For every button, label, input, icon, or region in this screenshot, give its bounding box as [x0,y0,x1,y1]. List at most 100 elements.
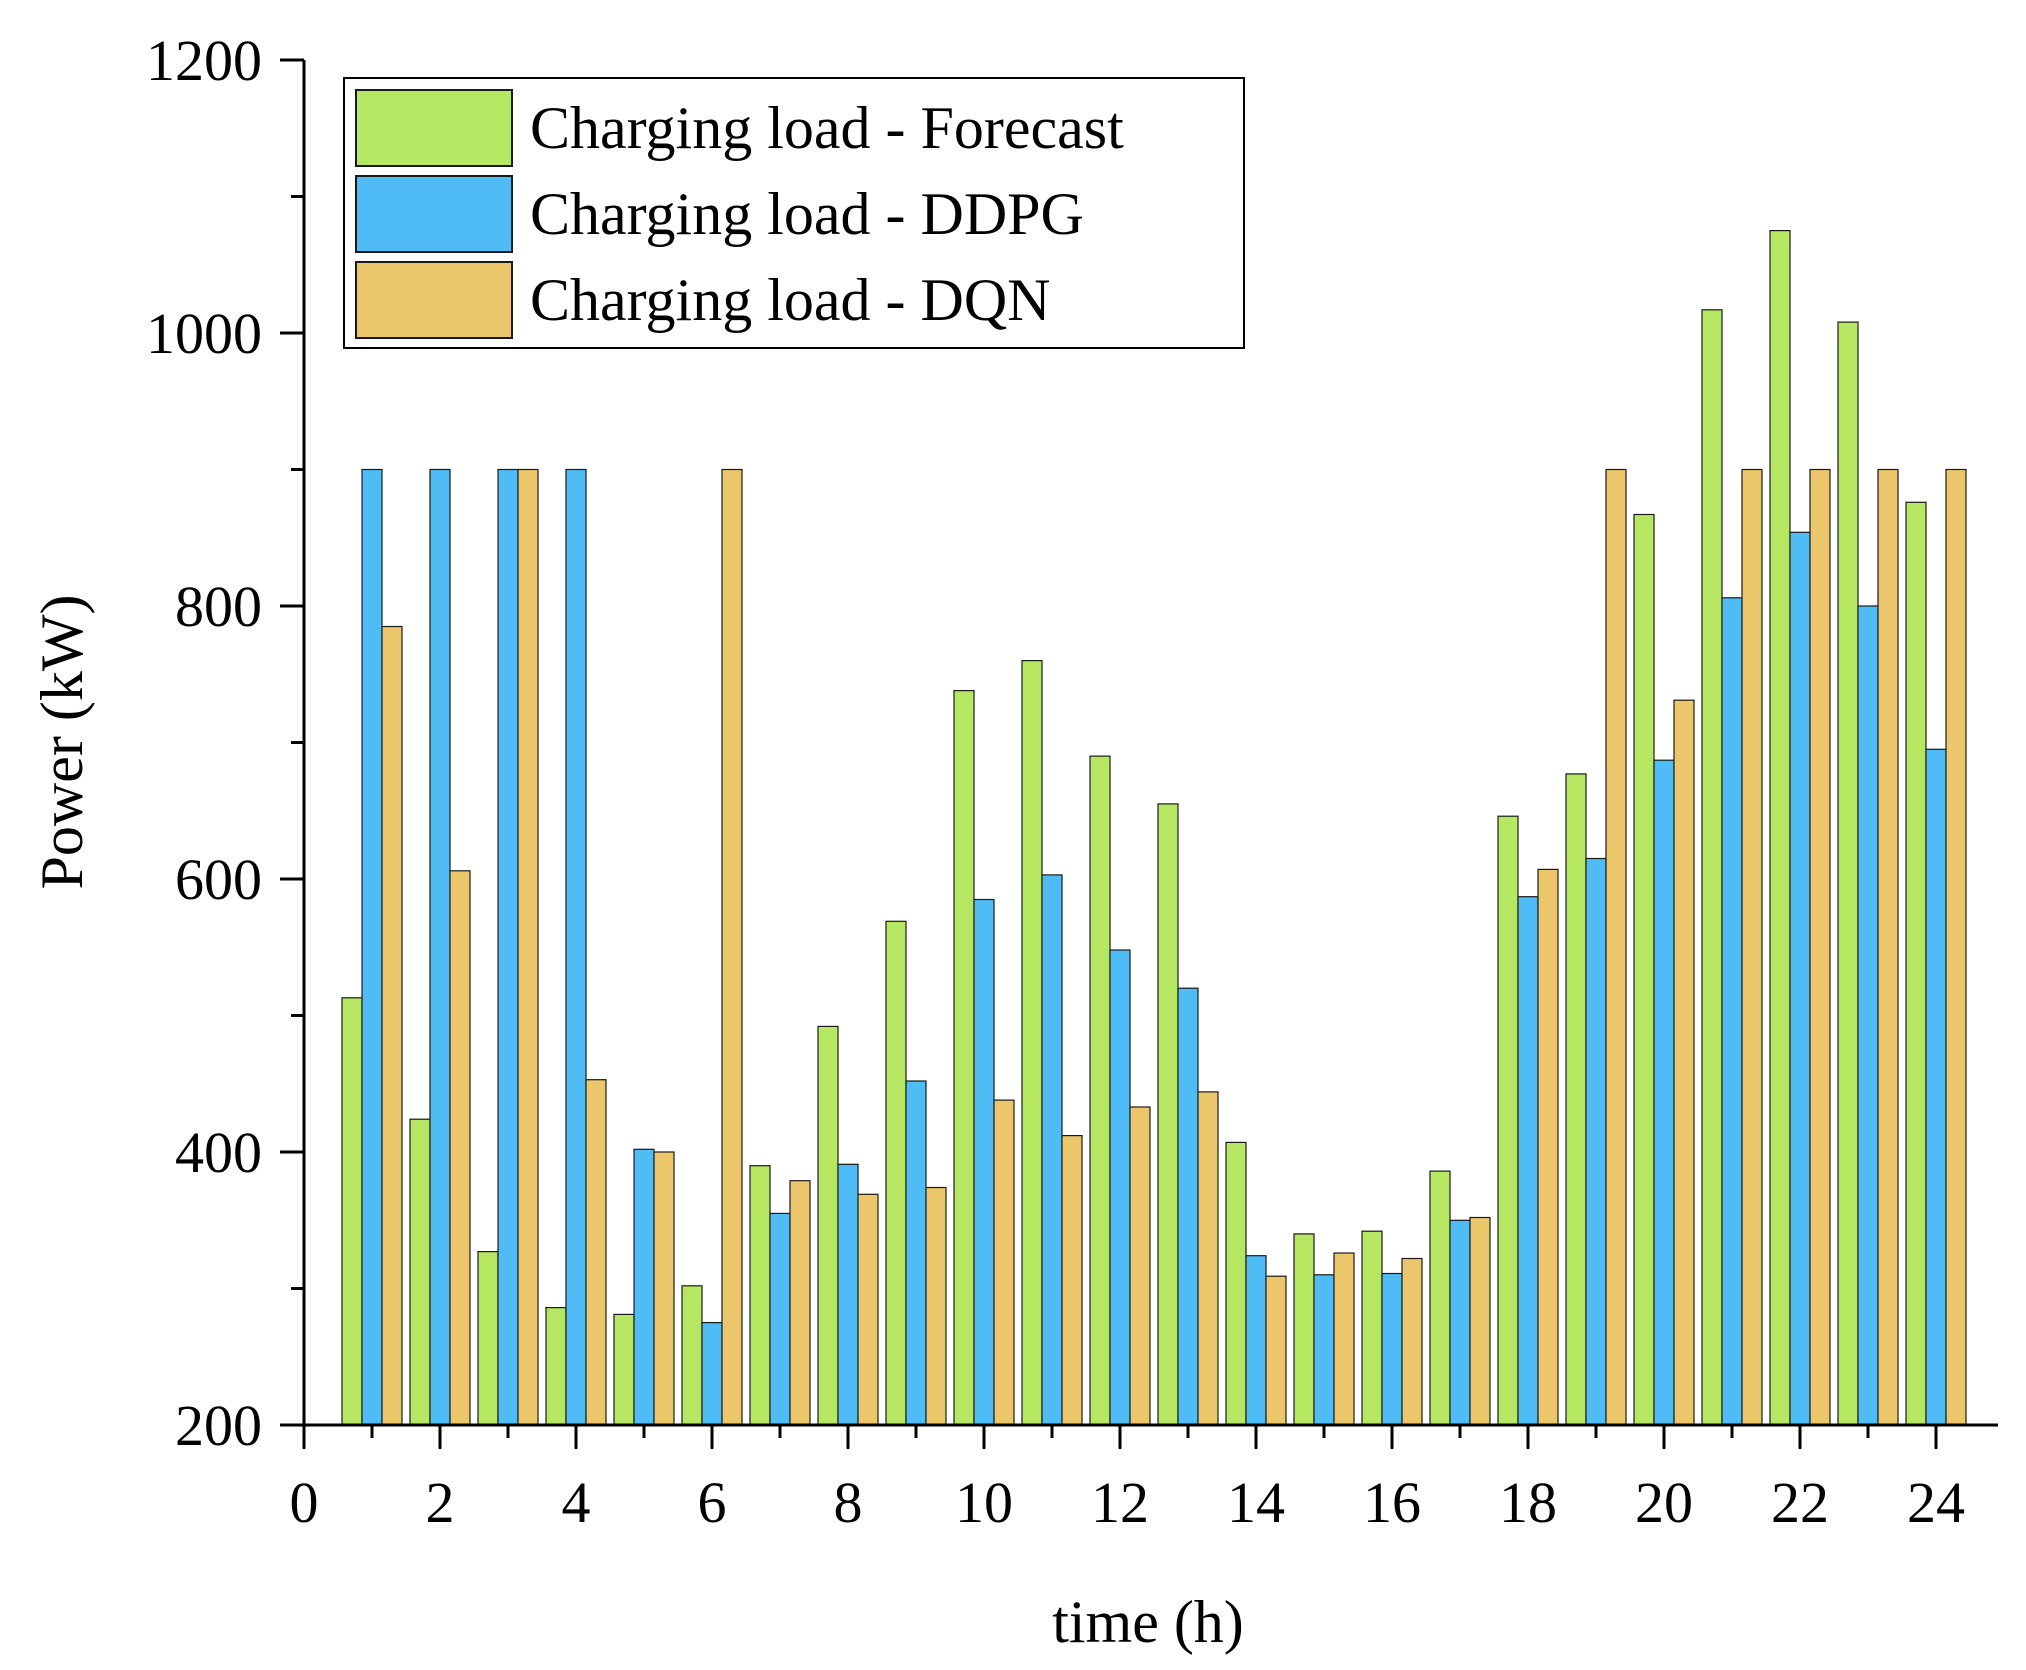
bar-ddpg-5 [633,1148,655,1426]
bar-forecast-2 [409,1118,431,1426]
bar-dqn-8 [857,1193,879,1426]
y-tick-label: 1200 [146,28,262,93]
bar-ddpg-11 [1041,874,1063,1426]
bar-ddpg-7 [769,1212,791,1426]
bar-dqn-6 [721,468,743,1426]
x-axis-title: time (h) [1052,1589,1244,1655]
bar-forecast-21 [1701,309,1723,1426]
bar-ddpg-1 [361,468,383,1426]
bar-ddpg-15 [1313,1274,1335,1426]
bar-ddpg-9 [905,1080,927,1426]
x-tick-label: 0 [290,1470,319,1535]
bar-forecast-7 [749,1165,771,1426]
bar-forecast-17 [1429,1170,1451,1426]
bar-forecast-18 [1497,815,1519,1426]
bar-dqn-1 [381,625,403,1426]
x-tick-label: 8 [834,1470,863,1535]
bar-dqn-17 [1469,1216,1491,1426]
bar-dqn-7 [789,1180,811,1426]
bar-forecast-16 [1361,1230,1383,1426]
bar-forecast-14 [1225,1141,1247,1426]
bar-dqn-3 [517,468,539,1426]
legend-label: Charging load - DDPG [530,181,1084,247]
bar-ddpg-14 [1245,1255,1267,1426]
bar-forecast-8 [817,1025,839,1426]
bar-dqn-5 [653,1151,675,1426]
x-tick-label: 2 [426,1470,455,1535]
bar-dqn-11 [1061,1134,1083,1426]
bar-forecast-22 [1769,230,1791,1426]
x-tick-label: 22 [1771,1470,1829,1535]
y-tick-label: 400 [175,1120,262,1185]
bar-dqn-15 [1333,1252,1355,1426]
bar-forecast-5 [613,1313,635,1426]
bar-dqn-2 [449,870,471,1426]
y-tick-label: 200 [175,1393,262,1458]
bar-ddpg-22 [1789,531,1811,1426]
bar-forecast-1 [341,997,363,1426]
bar-dqn-4 [585,1079,607,1426]
bar-dqn-9 [925,1186,947,1426]
bar-dqn-20 [1673,699,1695,1426]
legend-label: Charging load - DQN [530,267,1051,333]
bar-dqn-21 [1741,468,1763,1426]
bar-ddpg-23 [1857,605,1879,1426]
bar-forecast-24 [1905,501,1927,1426]
bar-dqn-19 [1605,468,1627,1426]
bar-ddpg-6 [701,1321,723,1426]
bar-forecast-10 [953,689,975,1426]
bar-forecast-11 [1021,659,1043,1426]
bar-ddpg-17 [1449,1219,1471,1426]
x-tick-label: 10 [955,1470,1013,1535]
x-tick-label: 4 [562,1470,591,1535]
bar-forecast-12 [1089,755,1111,1426]
y-axis-title: Power (kW) [29,595,95,890]
bar-forecast-3 [477,1250,499,1426]
bar-ddpg-16 [1381,1272,1403,1426]
bar-ddpg-10 [973,898,995,1426]
bar-dqn-12 [1129,1106,1151,1426]
bar-dqn-10 [993,1099,1015,1426]
x-tick-label: 14 [1227,1470,1285,1535]
x-tick-label: 6 [698,1470,727,1535]
y-tick-label: 600 [175,847,262,912]
bar-forecast-6 [681,1285,703,1426]
legend: Charging load - Forecast Charging load - … [343,77,1245,349]
bar-dqn-23 [1877,468,1899,1426]
y-tick-label: 1000 [146,301,262,366]
x-tick-label: 18 [1499,1470,1557,1535]
x-tick-label: 12 [1091,1470,1149,1535]
legend-swatch [355,261,513,339]
y-tick-label: 800 [175,574,262,639]
bar-dqn-16 [1401,1257,1423,1426]
bar-forecast-15 [1293,1233,1315,1426]
bar-ddpg-12 [1109,949,1131,1426]
legend-label: Charging load - Forecast [530,95,1124,161]
bar-forecast-20 [1633,513,1655,1426]
x-tick-label: 20 [1635,1470,1693,1535]
x-tick-label: 16 [1363,1470,1421,1535]
legend-swatch [355,175,513,253]
bar-ddpg-20 [1653,759,1675,1426]
bar-ddpg-18 [1517,896,1539,1426]
bar-forecast-19 [1565,773,1587,1426]
bar-ddpg-19 [1585,857,1607,1426]
bar-ddpg-13 [1177,987,1199,1426]
bar-ddpg-21 [1721,597,1743,1426]
bar-ddpg-24 [1925,748,1947,1426]
bar-forecast-13 [1157,803,1179,1426]
bar-ddpg-2 [429,468,451,1426]
x-tick-label: 24 [1907,1470,1965,1535]
bar-dqn-18 [1537,868,1559,1426]
axes-group: 0 2 4 6 8 10 12 14 16 18 20 22 242004006008001000120… [146,28,1998,1535]
bar-dqn-24 [1945,468,1967,1426]
bar-dqn-14 [1265,1275,1287,1426]
bar-forecast-23 [1837,321,1859,1426]
bar-ddpg-8 [837,1163,859,1426]
bar-dqn-22 [1809,468,1831,1426]
bar-ddpg-4 [565,468,587,1426]
bar-ddpg-3 [497,468,519,1426]
bar-dqn-13 [1197,1091,1219,1426]
legend-swatch [355,89,513,167]
